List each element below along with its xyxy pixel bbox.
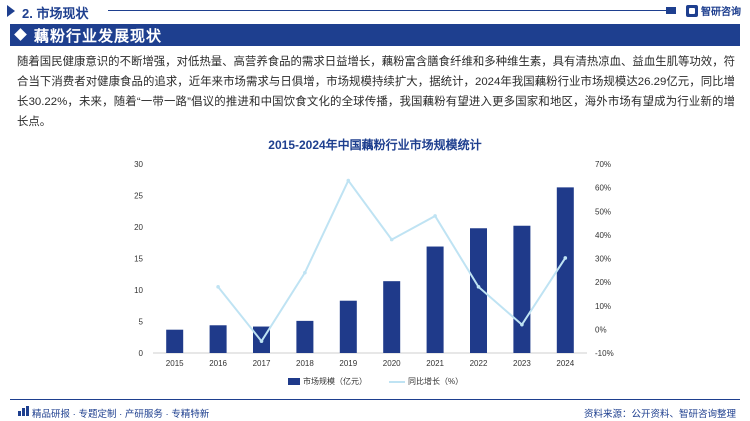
growth-point: [476, 285, 481, 289]
legend-bar-label: 市场规模（亿元）: [303, 377, 367, 386]
right-tick-label: -10%: [595, 349, 614, 358]
right-tick-label: 0%: [595, 325, 607, 334]
left-tick-label: 10: [134, 286, 143, 295]
brand[interactable]: 智研咨询: [686, 3, 741, 18]
right-tick-label: 60%: [595, 184, 611, 193]
chart-legend: 市场规模（亿元） 同比增长（%）: [288, 376, 463, 387]
growth-point: [259, 339, 264, 343]
x-tick-label: 2021: [426, 359, 444, 368]
right-tick-label: 40%: [595, 231, 611, 240]
growth-point: [389, 237, 394, 242]
growth-point: [216, 285, 220, 289]
growth-point: [346, 178, 351, 183]
section-arrow-icon: [7, 5, 15, 17]
heading-bar: [10, 24, 740, 46]
growth-point: [433, 214, 437, 218]
right-tick-label: 10%: [595, 302, 611, 311]
footer-services: 精品研报 · 专题定制 · 产研服务 · 专精特新: [32, 409, 210, 420]
x-tick-label: 2020: [383, 359, 401, 368]
left-tick-label: 30: [134, 160, 143, 169]
left-tick-label: 25: [134, 192, 143, 201]
body-paragraph: 随着国民健康意识的不断增强，对低热量、高营养食品的需求日益增长，藕粉富含膳食纤维…: [17, 56, 735, 128]
right-tick-label: 70%: [595, 160, 611, 169]
x-tick-label: 2024: [556, 359, 574, 368]
bar: [556, 187, 574, 353]
legend-bar-swatch: [288, 378, 300, 385]
bar: [209, 325, 227, 353]
left-tick-label: 20: [134, 223, 143, 232]
chart-title: 2015-2024年中国藕粉行业市场规模统计: [268, 138, 482, 152]
legend-line-label: 同比增长（%）: [408, 377, 464, 386]
growth-point: [520, 322, 524, 327]
legend-line-swatch: [389, 380, 405, 383]
x-tick-label: 2018: [296, 359, 314, 368]
x-tick-label: 2015: [166, 359, 184, 368]
top-divider-end: [666, 7, 676, 14]
x-tick-label: 2023: [513, 359, 531, 368]
market-size-chart: 0 5 10 15 20 25 30 -10% 0% 10% 20% 30% 40% 50% 60% 70%…: [134, 160, 614, 368]
top-divider: [108, 10, 676, 11]
growth-point: [303, 270, 307, 275]
brand-logo-icon: [686, 4, 698, 17]
left-tick-label: 15: [134, 255, 143, 264]
right-tick-label: 50%: [595, 207, 611, 216]
footer-source: 资料来源：公开资料、智研咨询整理: [583, 409, 736, 420]
bar: [513, 225, 531, 353]
bar: [296, 320, 314, 353]
top-bar: 2. 市场现状 智研咨询: [0, 0, 750, 22]
bar: [383, 281, 401, 353]
x-tick-label: 2022: [470, 359, 488, 368]
right-tick-label: 20%: [595, 278, 611, 287]
brand-name: 智研咨询: [701, 7, 741, 18]
growth-point: [563, 256, 568, 260]
bar: [470, 228, 487, 353]
bar: [426, 246, 444, 353]
x-tick-label: 2017: [253, 359, 271, 368]
bar: [166, 329, 184, 353]
bar: [339, 300, 357, 353]
x-tick-label: 2019: [339, 359, 357, 368]
section-title: 2. 市场现状: [22, 6, 89, 21]
left-tick-label: 0: [139, 349, 144, 358]
x-tick-label: 2016: [209, 359, 227, 368]
bar-series: [166, 187, 574, 353]
right-axis: -10% 0% 10% 20% 30% 40% 50% 60% 70%: [595, 160, 614, 358]
x-axis: 2015 2016 2017 2018 2019 2020 2021 2022 2023 2024: [153, 352, 587, 368]
right-tick-label: 30%: [595, 255, 611, 264]
footer-divider: [10, 399, 740, 400]
left-tick-label: 5: [139, 318, 144, 327]
page-title: 藕粉行业发展现状: [34, 28, 163, 45]
left-axis: 0 5 10 15 20 25 30: [134, 160, 143, 358]
bar-chart-icon: [18, 406, 29, 416]
line-series: [216, 178, 568, 343]
